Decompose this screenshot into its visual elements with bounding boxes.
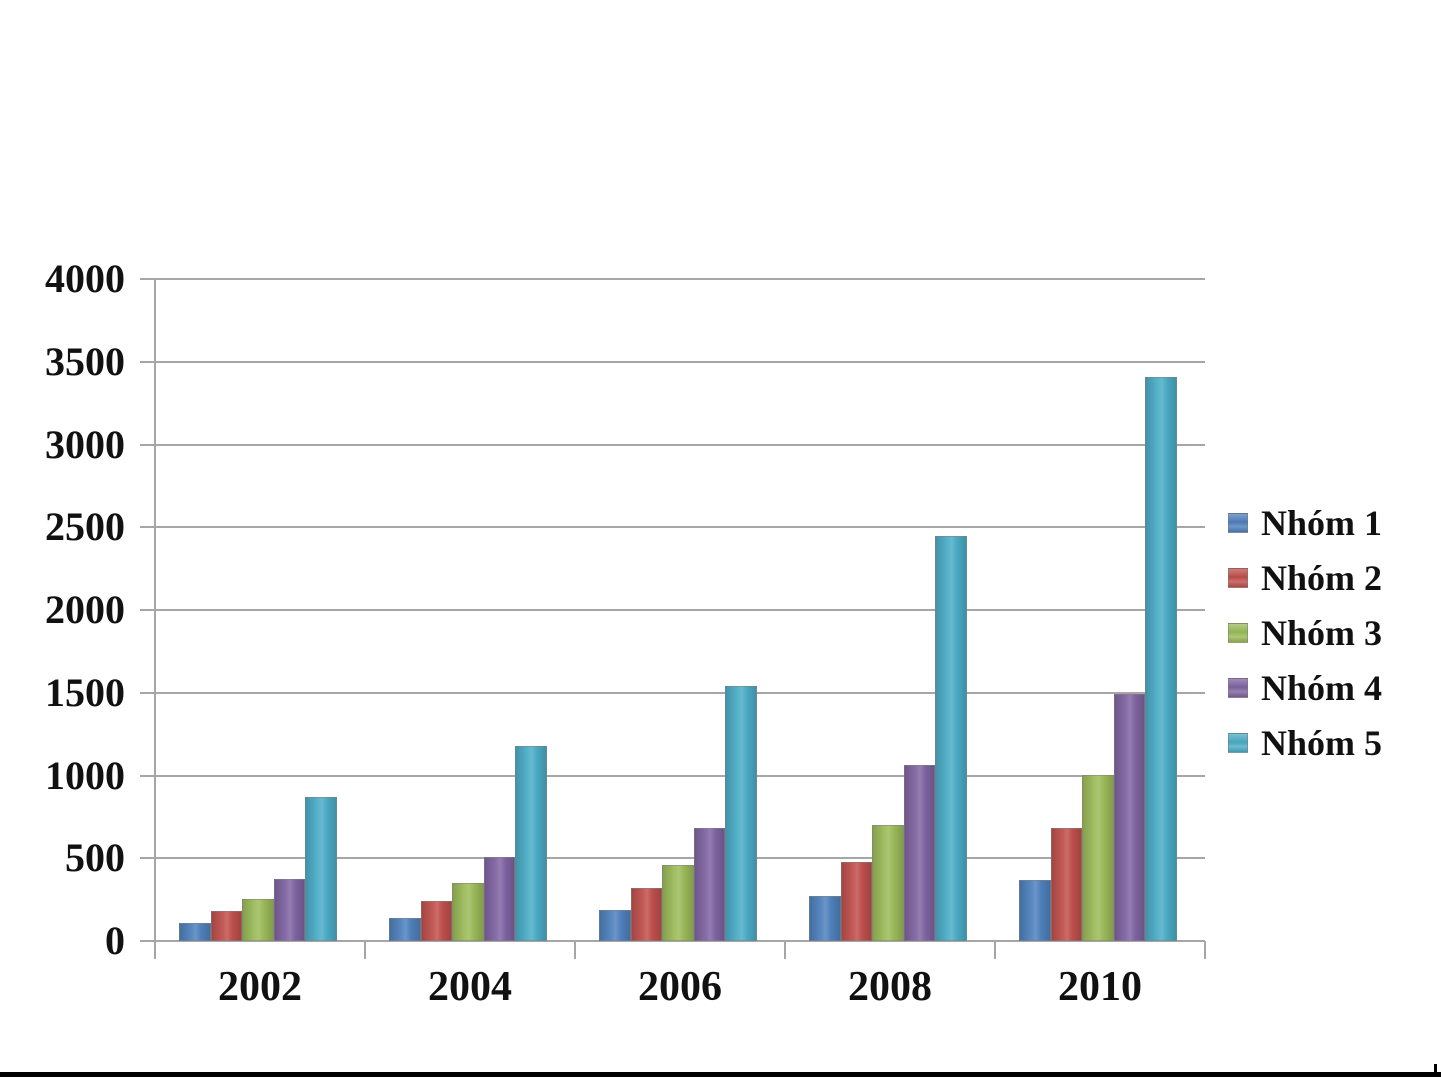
bar-nhóm-2-2002 (210, 911, 242, 941)
legend-swatch-icon (1228, 622, 1248, 643)
y-gridline (155, 940, 1205, 942)
y-axis-tick (140, 609, 157, 611)
legend-item-nhóm-1: Nhóm 1 (1228, 495, 1382, 550)
legend-label: Nhóm 5 (1261, 722, 1383, 763)
bar-nhóm-5-2008 (935, 536, 967, 941)
bar-nhóm-4-2008 (903, 765, 935, 941)
legend-label: Nhóm 4 (1261, 667, 1383, 708)
x-tick-label: 2010 (1058, 964, 1142, 1010)
bar-nhóm-1-2008 (809, 896, 841, 941)
bar-nhóm-2-2010 (1050, 828, 1082, 941)
bar-nhóm-1-2004 (389, 918, 421, 941)
legend-label: Nhóm 3 (1261, 612, 1383, 653)
y-axis-tick (140, 360, 157, 363)
x-tick-label: 2002 (218, 964, 302, 1010)
slide-footer-rule (0, 1072, 1441, 1077)
bar-nhóm-4-2002 (273, 879, 305, 941)
y-tick-label: 500 (65, 835, 125, 881)
slide-footer-rule-end-tick (1434, 1064, 1437, 1072)
y-tick-label: 2500 (45, 504, 125, 550)
y-gridline (155, 360, 1205, 363)
bar-nhóm-1-2002 (179, 923, 211, 941)
y-axis-tick (140, 857, 157, 860)
bar-nhóm-2-2008 (840, 862, 872, 941)
legend-label: Nhóm 1 (1261, 502, 1383, 543)
y-tick-label: 3000 (45, 421, 125, 467)
y-gridline (155, 857, 1205, 860)
bar-nhóm-5-2010 (1145, 377, 1177, 941)
legend-item-nhóm-4: Nhóm 4 (1228, 660, 1382, 715)
y-tick-label: 2000 (45, 587, 125, 632)
legend-swatch-icon (1228, 567, 1248, 588)
y-axis-tick (140, 940, 157, 942)
x-tick-label: 2008 (848, 964, 932, 1010)
legend-item-nhóm-2: Nhóm 2 (1228, 550, 1382, 605)
bar-nhóm-3-2002 (242, 899, 274, 941)
x-tick-label: 2006 (638, 964, 722, 1010)
bar-nhóm-3-2004 (452, 883, 484, 941)
legend-swatch-icon (1228, 677, 1248, 698)
bar-nhóm-3-2008 (872, 825, 904, 941)
bar-nhóm-3-2010 (1082, 775, 1114, 941)
y-axis-tick (140, 443, 157, 446)
y-gridline (155, 774, 1205, 777)
bar-nhóm-5-2006 (725, 686, 757, 941)
bar-nhóm-5-2002 (305, 797, 337, 941)
y-tick-label: 3500 (45, 338, 125, 384)
bar-nhóm-1-2010 (1019, 880, 1051, 941)
y-axis (154, 279, 156, 941)
y-axis-tick (140, 691, 157, 694)
y-gridline (155, 278, 1205, 280)
x-axis-tick (994, 941, 996, 959)
y-tick-label: 1000 (45, 752, 125, 798)
bar-nhóm-4-2004 (483, 857, 515, 941)
x-axis-tick (784, 941, 786, 959)
legend-item-nhóm-5: Nhóm 5 (1228, 715, 1382, 770)
legend-swatch-icon (1228, 512, 1248, 533)
legend-item-nhóm-3: Nhóm 3 (1228, 605, 1382, 660)
y-gridline (155, 691, 1205, 694)
bar-nhóm-2-2006 (630, 888, 662, 941)
x-axis-tick (154, 941, 156, 959)
y-gridline (155, 526, 1205, 529)
y-tick-label: 0 (105, 918, 125, 963)
x-axis-tick (364, 941, 366, 959)
legend-swatch-icon (1228, 732, 1248, 753)
bar-nhóm-4-2006 (693, 828, 725, 941)
y-axis-tick (140, 526, 157, 529)
chart-legend: Nhóm 1 Nhóm 2 Nhóm 3 Nhóm 4 Nhóm 5 (1228, 495, 1382, 770)
x-tick-label: 2004 (428, 964, 512, 1010)
x-axis-tick (574, 941, 576, 959)
x-axis-tick (1204, 941, 1206, 959)
bar-nhóm-1-2006 (599, 910, 631, 941)
bar-nhóm-4-2010 (1113, 694, 1145, 941)
legend-label: Nhóm 2 (1261, 557, 1383, 598)
bar-nhóm-3-2006 (662, 865, 694, 941)
bar-nhóm-2-2004 (420, 901, 452, 941)
y-axis-tick (140, 278, 157, 280)
y-tick-label: 4000 (45, 256, 125, 301)
y-axis-tick (140, 774, 157, 777)
y-tick-label: 1500 (45, 669, 125, 715)
y-gridline (155, 609, 1205, 611)
bar-nhóm-5-2004 (515, 746, 547, 941)
y-gridline (155, 443, 1205, 446)
